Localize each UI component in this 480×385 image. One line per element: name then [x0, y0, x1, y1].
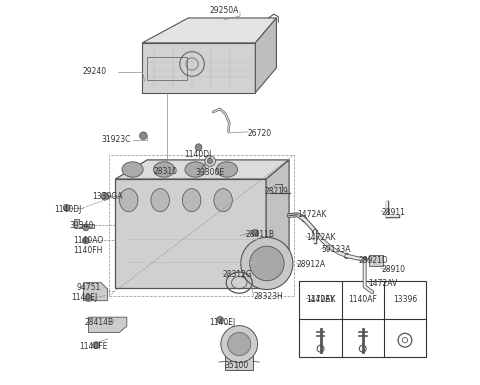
Text: 29240: 29240: [83, 67, 107, 76]
Text: 94751: 94751: [77, 283, 101, 292]
Circle shape: [228, 333, 251, 355]
Circle shape: [83, 237, 89, 244]
Text: 1140DJ: 1140DJ: [54, 205, 81, 214]
Circle shape: [63, 204, 70, 211]
Text: 28411B: 28411B: [246, 230, 275, 239]
Circle shape: [344, 253, 349, 258]
Text: 39340: 39340: [69, 221, 94, 229]
Circle shape: [195, 144, 202, 151]
Ellipse shape: [120, 189, 138, 212]
Bar: [109, 155, 294, 296]
Circle shape: [221, 326, 258, 362]
Polygon shape: [255, 18, 276, 93]
Text: 28312G: 28312G: [223, 271, 252, 280]
Circle shape: [312, 229, 317, 234]
Circle shape: [85, 295, 92, 301]
Bar: [369, 255, 383, 266]
Circle shape: [250, 246, 284, 281]
Ellipse shape: [216, 162, 238, 177]
Text: 26720: 26720: [248, 129, 272, 137]
Circle shape: [252, 229, 259, 236]
Text: 28310: 28310: [154, 167, 178, 176]
Text: 1472AK: 1472AK: [297, 210, 326, 219]
Bar: [300, 281, 426, 357]
Ellipse shape: [185, 162, 206, 177]
Text: 1339GA: 1339GA: [92, 192, 123, 201]
Text: 29250A: 29250A: [209, 6, 239, 15]
Circle shape: [204, 156, 216, 166]
Polygon shape: [266, 160, 289, 288]
Text: 1140AO: 1140AO: [73, 236, 103, 245]
Circle shape: [362, 257, 367, 262]
Polygon shape: [115, 179, 266, 288]
Ellipse shape: [182, 189, 201, 212]
Circle shape: [83, 225, 89, 231]
Text: 28910: 28910: [381, 266, 405, 275]
Circle shape: [140, 132, 147, 139]
Text: 28912A: 28912A: [297, 260, 326, 269]
Text: 1140DJ: 1140DJ: [184, 151, 212, 159]
Bar: [226, 332, 253, 370]
Text: 28323H: 28323H: [253, 292, 283, 301]
Text: 1140EJ: 1140EJ: [209, 318, 236, 326]
Circle shape: [216, 316, 224, 323]
Text: 1140FE: 1140FE: [80, 342, 108, 351]
Text: 1140EJ: 1140EJ: [71, 293, 97, 303]
Polygon shape: [142, 18, 276, 43]
Text: 1472AK: 1472AK: [306, 233, 336, 242]
Polygon shape: [115, 160, 289, 179]
Ellipse shape: [122, 162, 143, 177]
Text: 31923C: 31923C: [102, 135, 131, 144]
Text: 28414B: 28414B: [84, 318, 114, 326]
Bar: [147, 57, 188, 80]
Text: 1140AF: 1140AF: [348, 295, 377, 305]
Polygon shape: [142, 43, 255, 93]
Ellipse shape: [154, 162, 175, 177]
Text: 1140EY: 1140EY: [306, 295, 335, 305]
Text: 35100: 35100: [225, 362, 249, 370]
Circle shape: [101, 192, 109, 200]
Ellipse shape: [214, 189, 232, 212]
Circle shape: [207, 158, 213, 164]
Circle shape: [302, 217, 307, 222]
Text: 1472AK: 1472AK: [306, 295, 336, 304]
Text: 13396: 13396: [393, 295, 417, 305]
Polygon shape: [74, 219, 94, 228]
Polygon shape: [88, 317, 127, 333]
Text: 28219: 28219: [265, 187, 289, 196]
Text: 59133A: 59133A: [321, 245, 351, 254]
Circle shape: [93, 342, 99, 349]
Polygon shape: [84, 283, 108, 301]
Ellipse shape: [151, 189, 169, 212]
Text: 28921D: 28921D: [358, 256, 388, 265]
Text: 1140FH: 1140FH: [73, 246, 103, 254]
Text: 28911: 28911: [381, 208, 405, 217]
Circle shape: [241, 238, 293, 290]
Text: 39300E: 39300E: [196, 168, 225, 177]
Text: 1472AV: 1472AV: [369, 279, 398, 288]
